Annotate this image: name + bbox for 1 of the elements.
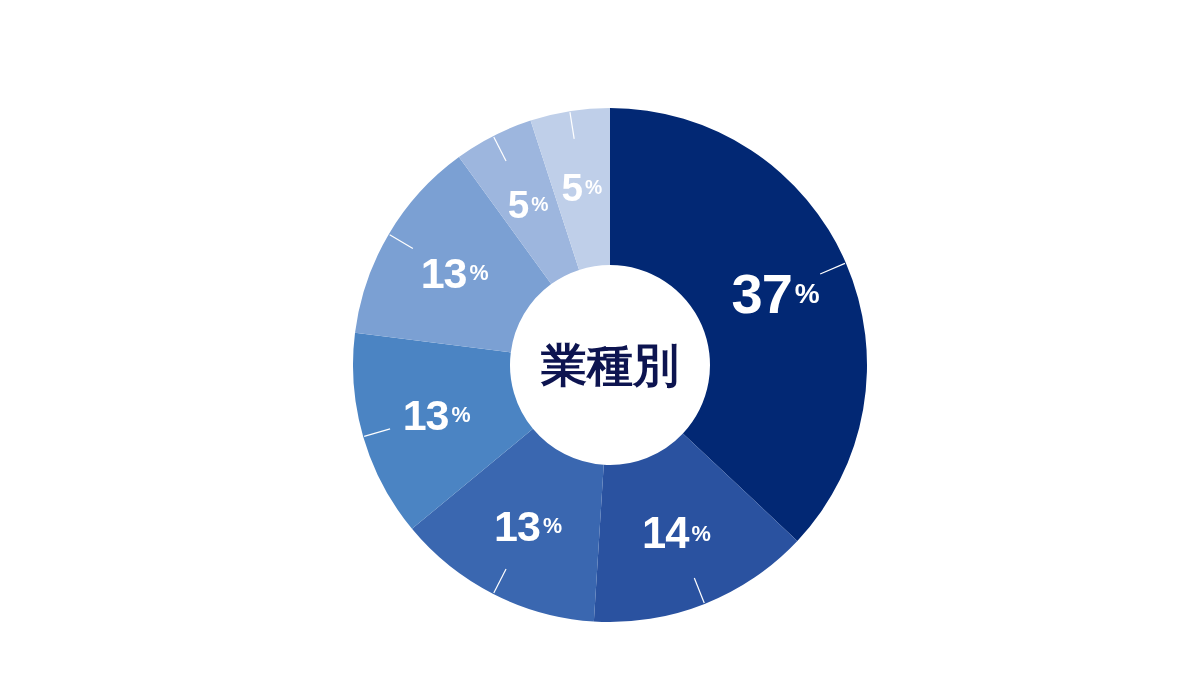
title: 業種別	[541, 338, 679, 392]
